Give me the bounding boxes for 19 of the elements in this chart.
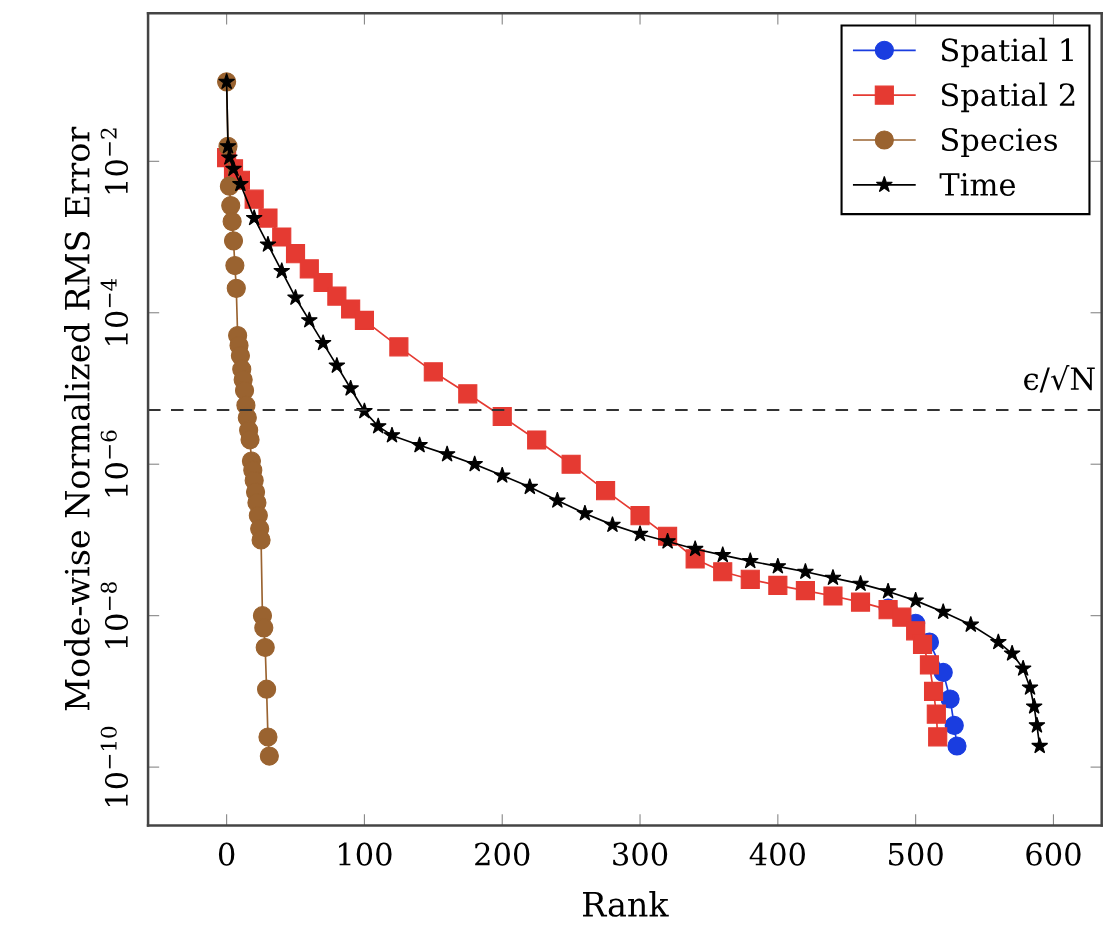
x-tick-label: 400 xyxy=(749,842,805,866)
legend-label: Time xyxy=(939,173,1016,196)
y-axis-title: Mode-wise Normalized RMS Error xyxy=(64,126,90,711)
x-tick-label: 100 xyxy=(338,842,392,866)
y-tick-label: 10$^{−4}$ xyxy=(100,278,129,345)
y-tick-label: 10$^{−2}$ xyxy=(100,128,129,194)
x-tick-label: 500 xyxy=(889,842,943,866)
x-tick-label: 200 xyxy=(475,842,530,866)
ref-line-label: ϵ/√N xyxy=(1024,364,1095,393)
y-tick-label: 10$^{−6}$ xyxy=(100,430,129,497)
y-tick-label: 10$^{−10}$ xyxy=(100,726,129,807)
legend-label: Spatial 1 xyxy=(941,37,1073,68)
legend-label: Spatial 2 xyxy=(941,82,1075,113)
legend-label: Species xyxy=(941,128,1057,158)
x-axis-title: Rank xyxy=(583,891,669,917)
y-tick-label: 10$^{−8}$ xyxy=(100,582,129,648)
x-tick-label: 600 xyxy=(1026,842,1081,866)
x-tick-label: 0 xyxy=(218,842,235,866)
x-tick-label: 300 xyxy=(613,842,668,866)
